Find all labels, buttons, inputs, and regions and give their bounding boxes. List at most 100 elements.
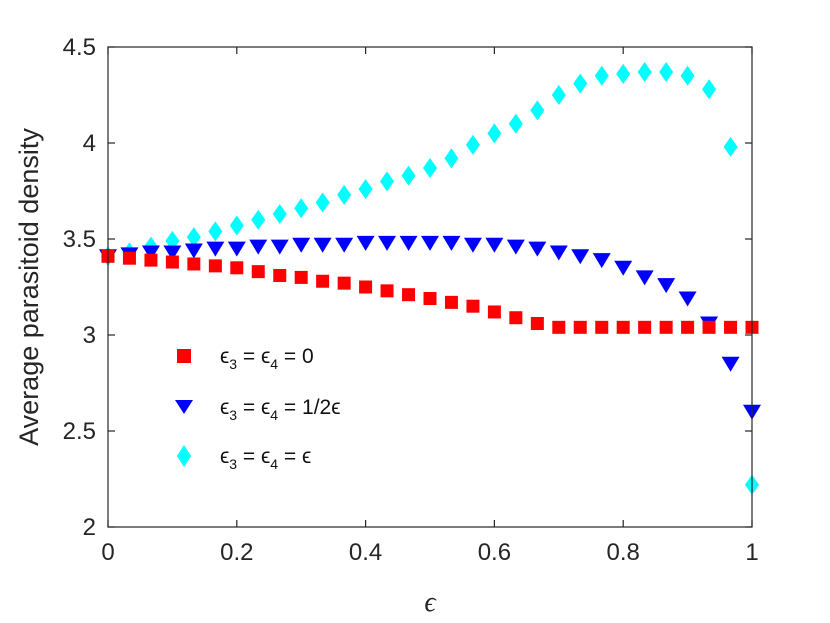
y-tick-label: 3 bbox=[83, 322, 96, 349]
data-point-triangle bbox=[378, 235, 397, 251]
data-point-diamond bbox=[251, 209, 266, 230]
data-point-triangle bbox=[335, 237, 354, 253]
data-point-triangle bbox=[571, 249, 590, 265]
data-point-triangle bbox=[206, 241, 225, 257]
data-point-triangle bbox=[528, 241, 547, 257]
x-tick-label: 0.8 bbox=[607, 539, 640, 566]
data-point-diamond bbox=[616, 63, 631, 84]
data-point-diamond bbox=[272, 204, 287, 225]
data-point-triangle bbox=[292, 237, 311, 253]
data-point-diamond bbox=[186, 227, 201, 248]
legend-marker-square bbox=[177, 349, 191, 363]
legend-2-suffix: = 1/2ϵ bbox=[278, 396, 340, 419]
legend-2-sub4: 4 bbox=[270, 407, 278, 423]
legend-marker-triangle bbox=[175, 400, 193, 414]
data-point-square bbox=[187, 257, 201, 271]
data-point-diamond bbox=[380, 171, 395, 192]
series-square bbox=[101, 249, 759, 334]
data-point-square bbox=[122, 251, 136, 265]
data-point-triangle bbox=[442, 235, 461, 251]
data-point-square bbox=[724, 320, 738, 334]
data-point-square bbox=[359, 280, 373, 294]
data-point-diamond bbox=[680, 65, 695, 86]
y-tick-label: 4 bbox=[83, 130, 96, 157]
tick-layer: 0 0.2 0.4 0.6 0.8 1 2 2.5 3 3.5 4 4.5 bbox=[63, 34, 759, 566]
legend-1-eps: ϵ bbox=[220, 345, 229, 368]
data-point-triangle bbox=[249, 239, 268, 255]
data-point-triangle bbox=[592, 253, 611, 269]
data-point-triangle bbox=[657, 278, 676, 294]
data-point-diamond bbox=[358, 179, 373, 200]
legend-1-suffix: = 0 bbox=[278, 345, 314, 368]
data-point-square bbox=[294, 270, 308, 284]
data-point-triangle bbox=[721, 356, 740, 372]
data-point-square bbox=[595, 320, 609, 334]
data-point-square bbox=[616, 320, 630, 334]
y-tick-label: 2 bbox=[83, 514, 96, 541]
data-point-diamond bbox=[487, 123, 502, 144]
data-point-diamond bbox=[444, 148, 459, 169]
y-tick-label: 3.5 bbox=[63, 226, 96, 253]
y-tick-label: 2.5 bbox=[63, 418, 96, 445]
data-point-square bbox=[702, 320, 716, 334]
legend-entry-3: ϵ3 = ϵ4 = ϵ bbox=[220, 445, 311, 472]
x-tick-label: 0.4 bbox=[349, 539, 382, 566]
legend-1-sub4: 4 bbox=[270, 356, 278, 372]
data-point-diamond bbox=[702, 79, 717, 100]
data-point-triangle bbox=[463, 237, 482, 253]
x-tick-label: 0 bbox=[101, 539, 114, 566]
legend-1-mid: = ϵ bbox=[237, 345, 270, 368]
data-point-diamond bbox=[229, 215, 244, 236]
data-point-diamond bbox=[637, 61, 652, 82]
x-tick-label: 0.2 bbox=[220, 539, 253, 566]
data-point-diamond bbox=[659, 61, 674, 82]
data-point-square bbox=[466, 299, 480, 313]
data-point-diamond bbox=[594, 65, 609, 86]
data-point-square bbox=[638, 320, 652, 334]
data-point-square bbox=[165, 255, 179, 269]
legend-2-mid: = ϵ bbox=[237, 396, 270, 419]
data-point-triangle bbox=[163, 245, 182, 261]
data-point-square bbox=[681, 320, 695, 334]
data-point-triangle bbox=[313, 237, 332, 253]
data-point-square bbox=[251, 265, 265, 279]
legend-entry-2: ϵ3 = ϵ4 = 1/2ϵ bbox=[220, 396, 341, 423]
legend-3-suffix: = ϵ bbox=[278, 445, 311, 468]
data-point-diamond bbox=[723, 136, 738, 157]
data-point-diamond bbox=[315, 192, 330, 213]
data-point-diamond bbox=[573, 73, 588, 94]
data-point-diamond bbox=[465, 134, 480, 155]
data-point-diamond bbox=[423, 157, 437, 178]
y-tick-label: 4.5 bbox=[63, 34, 96, 61]
data-point-square bbox=[316, 274, 330, 288]
data-point-triangle bbox=[549, 245, 568, 261]
legend-2-eps: ϵ bbox=[220, 396, 229, 419]
x-axis-label: ϵ bbox=[424, 587, 437, 618]
data-point-triangle bbox=[635, 270, 654, 286]
legend-3-sub4: 4 bbox=[270, 456, 278, 472]
legend-3-eps: ϵ bbox=[220, 445, 229, 468]
legend-3-sub3: 3 bbox=[229, 456, 237, 472]
data-point-diamond bbox=[208, 221, 223, 242]
data-point-triangle bbox=[184, 243, 203, 259]
data-point-triangle bbox=[356, 235, 375, 251]
data-point-triangle bbox=[421, 235, 439, 251]
data-point-square bbox=[552, 320, 566, 334]
data-point-triangle bbox=[399, 235, 418, 251]
data-point-triangle bbox=[227, 241, 246, 257]
data-point-square bbox=[444, 295, 458, 309]
data-point-diamond bbox=[294, 198, 309, 219]
plot-area bbox=[108, 47, 752, 527]
data-point-square bbox=[509, 311, 523, 325]
data-point-triangle bbox=[485, 237, 504, 253]
legend-entry-1: ϵ3 = ϵ4 = 0 bbox=[220, 345, 314, 372]
legend-2-sub3: 3 bbox=[229, 407, 237, 423]
y-axis-label: Average parasitoid density bbox=[14, 128, 44, 446]
x-tick-label: 0.6 bbox=[478, 539, 511, 566]
data-point-triangle bbox=[678, 291, 697, 307]
data-point-square bbox=[208, 259, 222, 273]
data-point-square bbox=[487, 305, 501, 319]
legend-3-mid: = ϵ bbox=[237, 445, 270, 468]
series-diamond bbox=[101, 61, 759, 495]
